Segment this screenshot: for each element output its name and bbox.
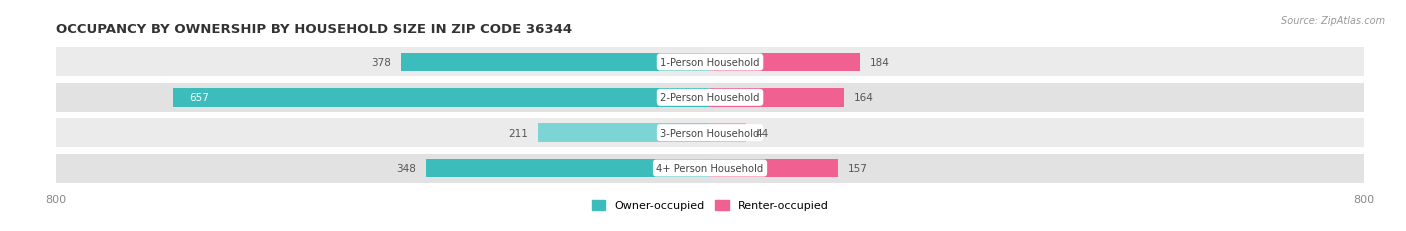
Bar xyxy=(56,48,1364,77)
Bar xyxy=(710,89,844,107)
Text: 157: 157 xyxy=(848,163,868,173)
Text: OCCUPANCY BY OWNERSHIP BY HOUSEHOLD SIZE IN ZIP CODE 36344: OCCUPANCY BY OWNERSHIP BY HOUSEHOLD SIZE… xyxy=(56,23,572,36)
Text: 378: 378 xyxy=(371,58,391,68)
Bar xyxy=(710,54,860,72)
Text: 3-Person Household: 3-Person Household xyxy=(661,128,759,138)
Bar xyxy=(173,89,710,107)
Legend: Owner-occupied, Renter-occupied: Owner-occupied, Renter-occupied xyxy=(592,200,828,210)
Text: 348: 348 xyxy=(396,163,416,173)
Text: 184: 184 xyxy=(870,58,890,68)
Bar xyxy=(426,159,710,177)
Bar xyxy=(537,124,710,142)
Bar xyxy=(710,159,838,177)
Text: 1-Person Household: 1-Person Household xyxy=(661,58,759,68)
Bar xyxy=(56,154,1364,183)
Bar xyxy=(401,54,710,72)
Text: 211: 211 xyxy=(508,128,527,138)
Text: 2-Person Household: 2-Person Household xyxy=(661,93,759,103)
Bar xyxy=(56,119,1364,148)
Text: Source: ZipAtlas.com: Source: ZipAtlas.com xyxy=(1281,16,1385,26)
Text: 164: 164 xyxy=(853,93,873,103)
Text: 44: 44 xyxy=(756,128,769,138)
Text: 4+ Person Household: 4+ Person Household xyxy=(657,163,763,173)
Bar xyxy=(710,124,747,142)
Bar xyxy=(56,83,1364,112)
Text: 657: 657 xyxy=(190,93,209,103)
